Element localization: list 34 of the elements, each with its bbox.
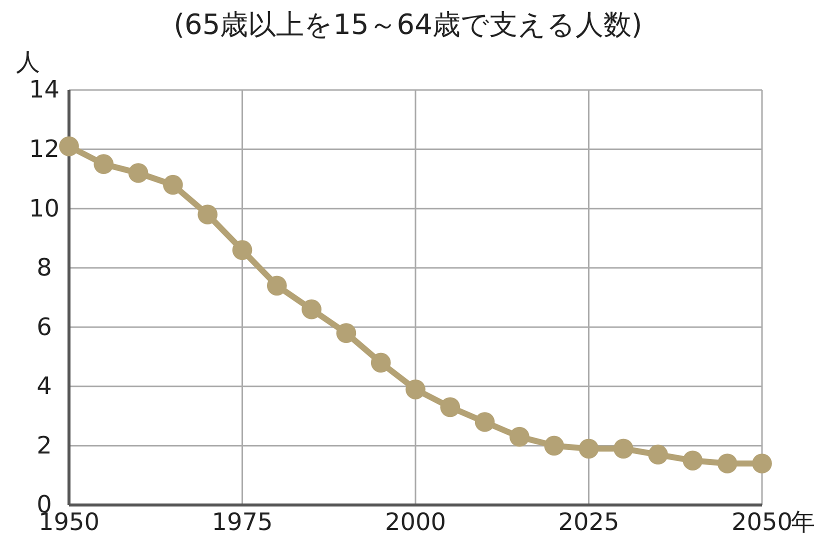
point <box>266 276 287 296</box>
point <box>752 454 772 474</box>
x-tick-label: 2025 <box>558 508 620 536</box>
point <box>474 412 495 432</box>
point <box>198 204 218 224</box>
y-tick-label: 10 <box>28 194 60 222</box>
point <box>578 438 599 459</box>
point <box>440 397 460 418</box>
point <box>406 379 426 400</box>
y-tick-label: 4 <box>36 372 52 400</box>
point <box>510 426 530 447</box>
y-tick-label: 12 <box>28 134 60 163</box>
y-tick-label: 6 <box>36 312 52 341</box>
point <box>232 240 252 260</box>
point <box>648 444 668 465</box>
point <box>370 352 391 373</box>
chart-title: (65歳以上を15～64歳で支える人数) <box>174 8 642 41</box>
point <box>717 454 738 474</box>
y-tick-label: 2 <box>36 431 52 460</box>
point <box>544 436 564 456</box>
y-tick-label: 14 <box>28 76 60 104</box>
point <box>336 323 356 343</box>
point <box>59 136 79 156</box>
point <box>128 163 148 183</box>
y-tick-label: 8 <box>36 254 52 282</box>
x-tick-label: 2000 <box>384 508 446 536</box>
point <box>163 174 183 195</box>
point <box>302 299 322 320</box>
x-tick-label: 1975 <box>212 508 273 536</box>
y-axis-title: 人 <box>16 48 40 76</box>
point <box>94 154 114 174</box>
x-axis-title: 年 <box>791 508 815 536</box>
point <box>682 450 703 470</box>
point <box>613 438 634 459</box>
